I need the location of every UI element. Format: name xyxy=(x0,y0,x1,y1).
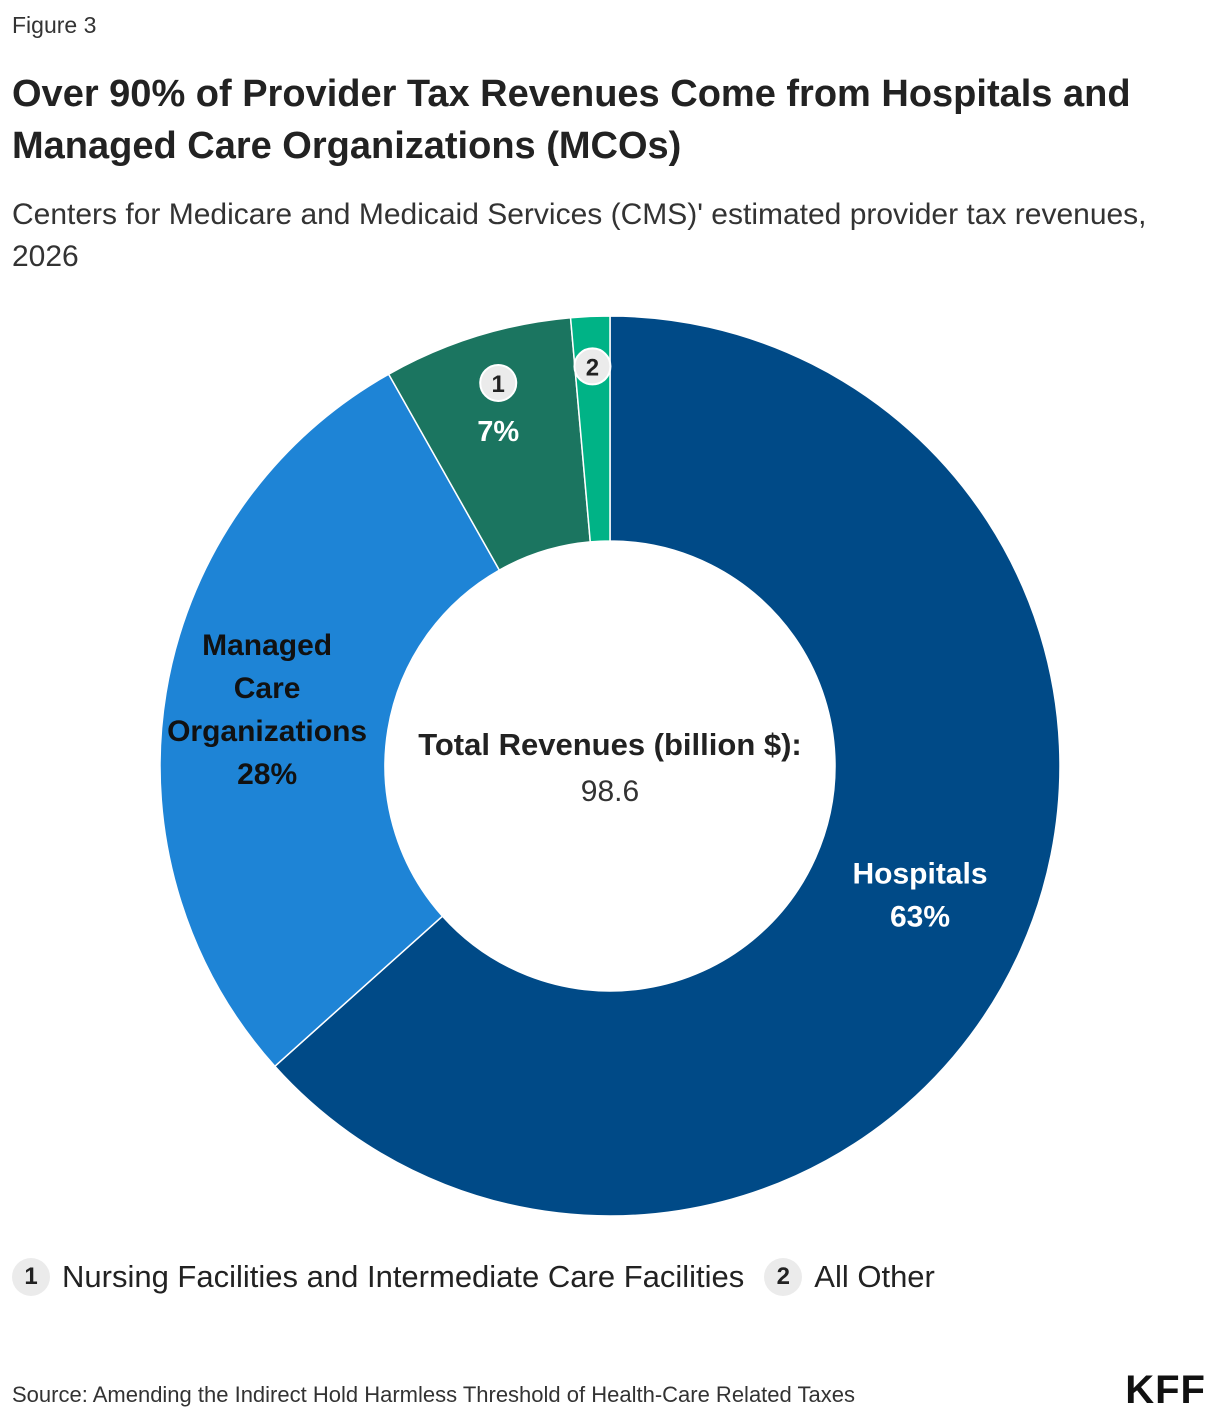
legend: 1 Nursing Facilities and Intermediate Ca… xyxy=(12,1258,955,1296)
legend-label-nursing: Nursing Facilities and Intermediate Care… xyxy=(62,1259,745,1294)
figure-label: Figure 3 xyxy=(12,12,97,38)
center-total-value: 98.6 xyxy=(581,775,639,808)
chart-title: Over 90% of Provider Tax Revenues Come f… xyxy=(12,73,1131,167)
slice-name-line: Managed xyxy=(202,629,332,662)
slice-marker-text-1: 1 xyxy=(492,371,505,398)
source-note: Source: Amending the Indirect Hold Harml… xyxy=(12,1382,855,1407)
legend-item-all-other: 2 All Other xyxy=(764,1258,935,1296)
slice-value-managed-care-organizations: 28% xyxy=(237,758,297,791)
donut-chart: Hospitals 63% Managed Care Organizations 28% 1… xyxy=(159,315,1061,1217)
slice-label-nursing-facilities-and-intermediate-care-facilities: 1 7% xyxy=(477,363,519,448)
slice-marker-1 xyxy=(479,363,518,402)
legend-marker-2: 2 xyxy=(764,1258,803,1296)
slice-label-all-other: 2 xyxy=(573,347,612,386)
slice-label-text-hospitals: Hospitals 63% xyxy=(852,858,987,934)
slice-name-line: Hospitals xyxy=(852,858,987,891)
slice-value-hospitals: 63% xyxy=(890,901,950,934)
slice-label-text-managed-care-organizations: Managed Care Organizations 28% xyxy=(167,629,367,791)
legend-marker-1: 1 xyxy=(12,1258,50,1296)
legend-label-all-other: All Other xyxy=(814,1259,935,1294)
slice-managed-care-organizations xyxy=(159,373,501,1068)
center-total-label: Total Revenues (billion $): xyxy=(418,727,802,762)
slice-marker-2 xyxy=(573,347,612,386)
slice-marker-text-2: 2 xyxy=(586,354,599,381)
kff-logo: KFF xyxy=(1125,1368,1206,1412)
legend-item-nursing: 1 Nursing Facilities and Intermediate Ca… xyxy=(12,1258,744,1296)
slice-name-line: Care xyxy=(234,672,301,705)
chart-subtitle: Centers for Medicare and Medicaid Servic… xyxy=(12,198,1147,273)
slice-label-managed-care-organizations: Managed Care Organizations 28% xyxy=(167,629,367,791)
slice-label-hospitals: Hospitals 63% xyxy=(852,858,987,934)
slice-value-nursing-facilities-and-intermediate-care-facilities: 7% xyxy=(477,416,519,448)
slice-name-line: Organizations xyxy=(167,715,367,748)
slice-hospitals xyxy=(273,315,1061,1217)
